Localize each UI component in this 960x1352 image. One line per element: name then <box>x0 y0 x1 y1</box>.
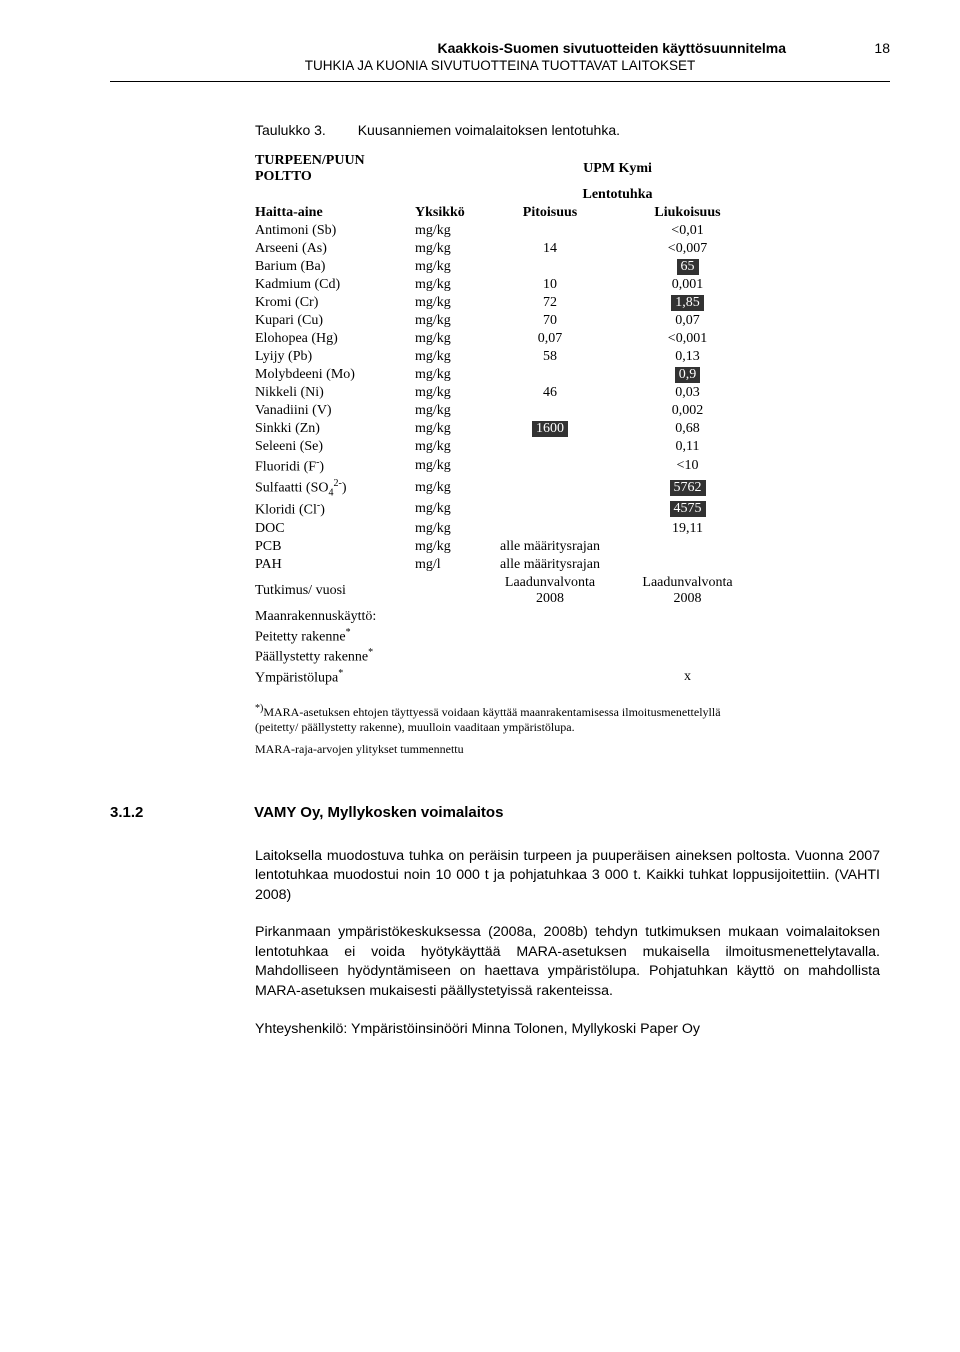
table-row: Sulfaatti (SO42-)mg/kg5762 <box>255 477 755 499</box>
table-row: Antimoni (Sb)mg/kg<0,01 <box>255 222 755 240</box>
document-subtitle: TUHKIA JA KUONIA SIVUTUOTTEINA TUOTTAVAT… <box>110 58 890 73</box>
table-row: DOCmg/kg19,11 <box>255 520 755 538</box>
table-row: Maanrakennuskäyttö: <box>255 608 755 626</box>
table-row: Arseeni (As)mg/kg14<0,007 <box>255 240 755 258</box>
table-row: Kromi (Cr)mg/kg721,85 <box>255 294 755 312</box>
section-heading: 3.1.2 VAMY Oy, Myllykosken voimalaitos <box>110 804 890 821</box>
body-paragraph-3: Yhteyshenkilö: Ympäristöinsinööri Minna … <box>255 1020 880 1040</box>
table-row: PCBmg/kgalle määritysrajan <box>255 538 755 556</box>
table-row: Kloridi (Cl-)mg/kg4575 <box>255 499 755 520</box>
body-paragraph-2: Pirkanmaan ympäristökeskuksessa (2008a, … <box>255 923 880 1001</box>
table-row: Päällystetty rakenne* <box>255 646 755 667</box>
page-header: Kaakkois-Suomen sivutuotteiden käyttösuu… <box>110 40 890 73</box>
body-paragraph-1: Laitoksella muodostuva tuhka on peräisin… <box>255 847 880 906</box>
page-content: Kaakkois-Suomen sivutuotteiden käyttösuu… <box>0 0 960 1089</box>
table-row: Fluoridi (F-)mg/kg<10 <box>255 456 755 477</box>
data-table: TURPEEN/PUUN POLTTOUPM KymiLentotuhkaHai… <box>255 152 755 688</box>
table-caption: Taulukko 3. Kuusanniemen voimalaitoksen … <box>255 122 890 138</box>
table-caption-label: Taulukko 3. <box>255 122 326 138</box>
page-number: 18 <box>866 40 890 56</box>
table-row: Sinkki (Zn)mg/kg16000,68 <box>255 420 755 438</box>
table-row: Molybdeeni (Mo)mg/kg0,9 <box>255 366 755 384</box>
table-row: Kadmium (Cd)mg/kg100,001 <box>255 276 755 294</box>
table-row: Seleeni (Se)mg/kg0,11 <box>255 438 755 456</box>
table-row: Barium (Ba)mg/kg65 <box>255 258 755 276</box>
header-rule <box>110 81 890 82</box>
section-title: VAMY Oy, Myllykosken voimalaitos <box>254 804 503 821</box>
footnote-2: MARA-raja-arvojen ylitykset tummennettu <box>255 742 735 758</box>
table-row: Lyijy (Pb)mg/kg580,13 <box>255 348 755 366</box>
document-title: Kaakkois-Suomen sivutuotteiden käyttösuu… <box>437 40 786 56</box>
table-row: Kupari (Cu)mg/kg700,07 <box>255 312 755 330</box>
table-row: Vanadiini (V)mg/kg0,002 <box>255 402 755 420</box>
table-row: Peitetty rakenne* <box>255 626 755 647</box>
table-row: PAHmg/lalle määritysrajan <box>255 556 755 574</box>
section-number: 3.1.2 <box>110 804 250 821</box>
footnote-1: *)MARA-asetuksen ehtojen täyttyessä void… <box>255 702 735 736</box>
table-caption-text: Kuusanniemen voimalaitoksen lentotuhka. <box>358 122 620 138</box>
header-line-1: Kaakkois-Suomen sivutuotteiden käyttösuu… <box>110 40 890 56</box>
table-row: Nikkeli (Ni)mg/kg460,03 <box>255 384 755 402</box>
table-row: Ympäristölupa*x <box>255 667 755 688</box>
table-row: Elohopea (Hg)mg/kg0,07<0,001 <box>255 330 755 348</box>
table-row: Tutkimus/ vuosiLaadunvalvonta2008Laadunv… <box>255 574 755 608</box>
